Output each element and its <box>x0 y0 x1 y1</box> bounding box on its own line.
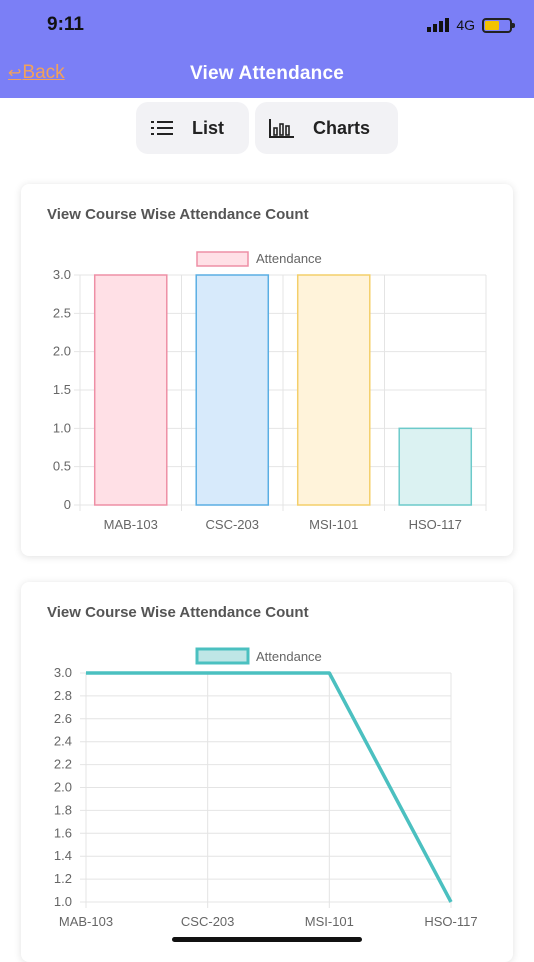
charts-tab[interactable]: Charts <box>255 102 398 154</box>
bar-csc-203 <box>196 275 268 505</box>
battery-icon <box>482 18 512 33</box>
x-tick-label: HSO-117 <box>424 914 477 929</box>
y-tick-label: 3.0 <box>54 665 72 680</box>
list-tab[interactable]: List <box>136 102 249 154</box>
y-tick-label: 0.5 <box>53 459 71 474</box>
x-tick-label: MSI-101 <box>305 914 354 929</box>
x-tick-label: CSC-203 <box>206 517 259 532</box>
line-chart-card: View Course Wise Attendance Count Attend… <box>21 582 513 962</box>
list-icon <box>150 119 174 137</box>
y-tick-label: 2.5 <box>53 305 71 320</box>
bar-mab-103 <box>95 275 167 505</box>
bar-hso-117 <box>399 428 471 505</box>
x-tick-label: MSI-101 <box>309 517 358 532</box>
home-indicator <box>172 937 362 942</box>
legend-label: Attendance <box>256 251 322 266</box>
y-tick-label: 2.2 <box>54 757 72 772</box>
signal-icon <box>427 18 449 32</box>
bar-chart-icon <box>269 118 295 138</box>
nav-bar: ↩ Back View Attendance <box>0 50 534 98</box>
y-tick-label: 1.6 <box>54 825 72 840</box>
network-type: 4G <box>456 17 475 33</box>
y-tick-label: 1.5 <box>53 382 71 397</box>
status-indicators: 4G <box>427 17 512 33</box>
bar-chart: Attendance 0 0.5 1.0 1.5 2.0 2.5 3.0 MAB-103 CSC-… <box>21 184 513 556</box>
y-tick-label: 2.8 <box>54 688 72 703</box>
bar-msi-101 <box>298 275 370 505</box>
x-tick-label: CSC-203 <box>181 914 234 929</box>
y-tick-label: 2.4 <box>54 734 72 749</box>
x-tick-label: MAB-103 <box>104 517 158 532</box>
line-legend: Attendance <box>197 649 322 664</box>
legend-swatch <box>197 252 248 266</box>
charts-tab-label: Charts <box>313 118 370 139</box>
y-tick-label: 1.4 <box>54 848 72 863</box>
page-title: View Attendance <box>0 63 534 85</box>
status-time: 9:11 <box>47 14 84 36</box>
y-tick-label: 1.8 <box>54 802 72 817</box>
line-chart: Attendance 1.0 1.2 1.4 1.6 1.8 2.0 2.2 2.4 2.6 2.8… <box>21 582 513 962</box>
bar-chart-card: View Course Wise Attendance Count Attend… <box>21 184 513 556</box>
list-tab-label: List <box>192 118 224 139</box>
y-tick-label: 3.0 <box>53 267 71 282</box>
x-tick-label: HSO-117 <box>409 517 462 532</box>
y-tick-label: 2.0 <box>54 780 72 795</box>
x-tick-label: MAB-103 <box>59 914 113 929</box>
y-tick-label: 1.0 <box>53 420 71 435</box>
y-tick-label: 0 <box>64 497 71 512</box>
legend-swatch <box>197 649 248 663</box>
y-tick-label: 2.0 <box>53 344 71 359</box>
bar-legend: Attendance <box>197 251 322 266</box>
legend-label: Attendance <box>256 649 322 664</box>
y-tick-label: 1.2 <box>54 871 72 886</box>
y-tick-label: 2.6 <box>54 711 72 726</box>
status-bar: 9:11 4G <box>0 0 534 50</box>
y-tick-label: 1.0 <box>54 894 72 909</box>
